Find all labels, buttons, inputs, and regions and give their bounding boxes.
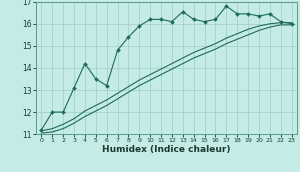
X-axis label: Humidex (Indice chaleur): Humidex (Indice chaleur) (102, 145, 231, 154)
